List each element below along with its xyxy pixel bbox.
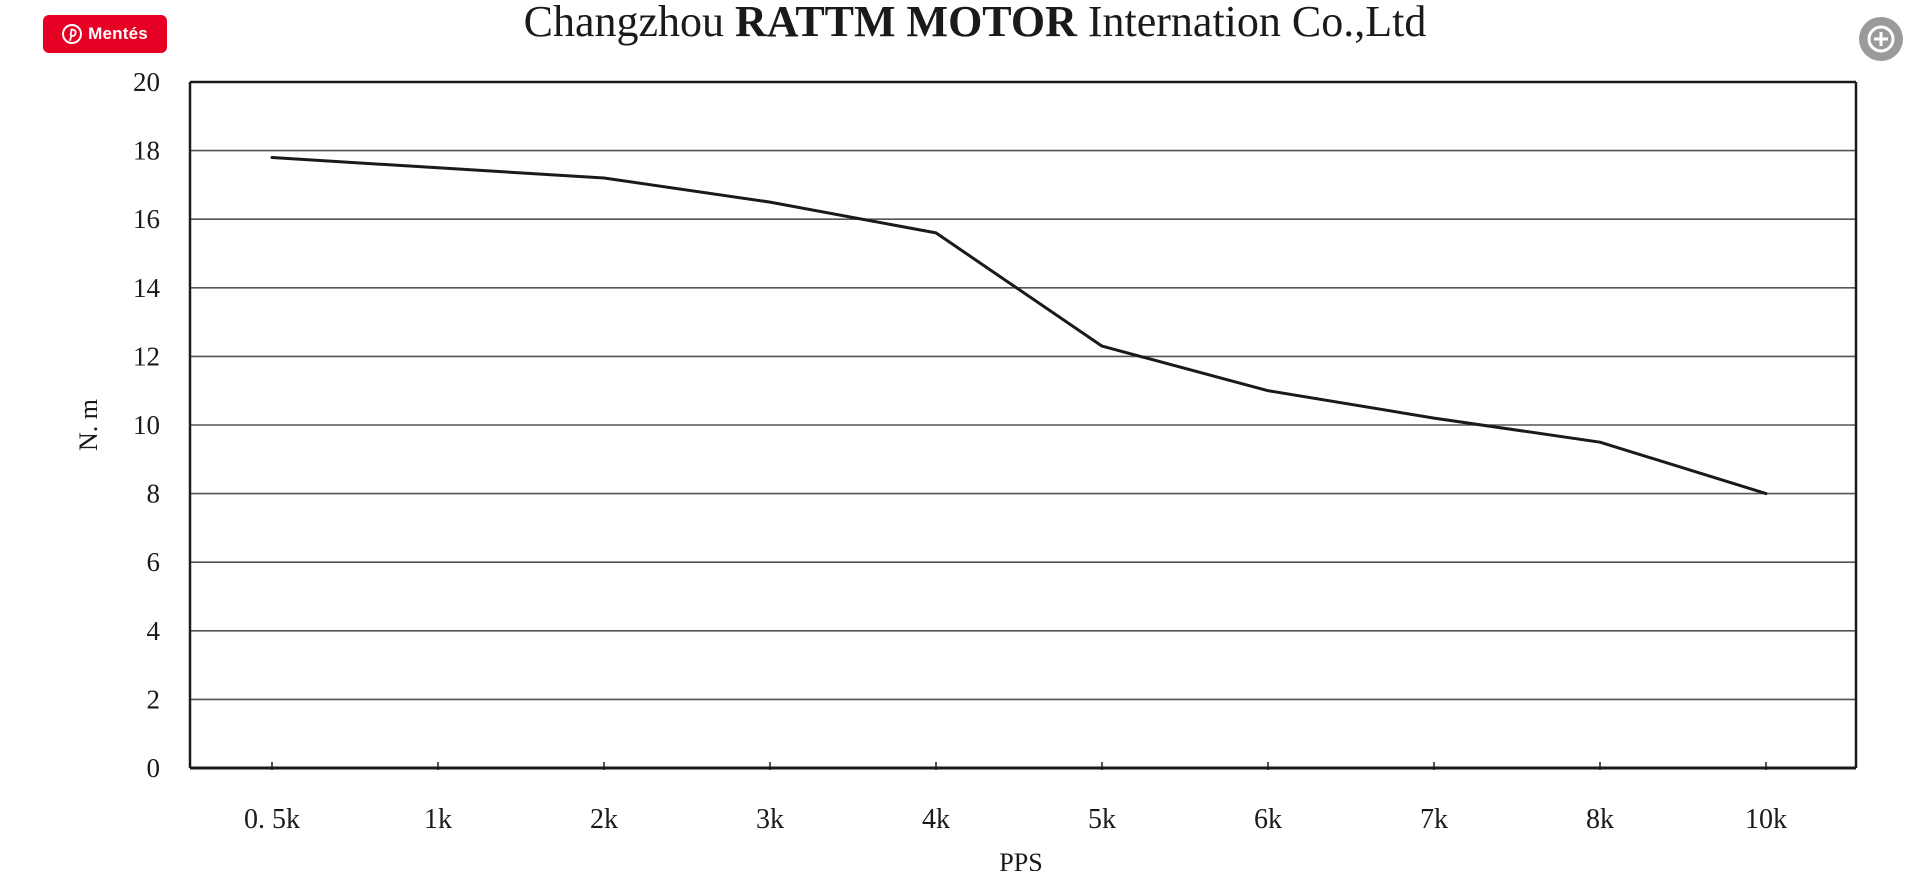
x-tick-label: 7k <box>1420 804 1448 835</box>
x-tick-label: 1k <box>424 804 452 835</box>
data-point <box>769 201 771 203</box>
x-tick-label: 2k <box>590 804 618 835</box>
series-line-0 <box>270 156 1768 496</box>
chart-title-prefix: Changzhou <box>523 0 736 46</box>
x-tick-label: 8k <box>1586 804 1614 835</box>
pinterest-icon <box>62 24 83 44</box>
x-tick-label: 5k <box>1088 804 1116 835</box>
data-point <box>935 232 937 234</box>
x-tick-label: 6k <box>1254 804 1282 835</box>
y-tick-label: 20 <box>133 67 160 97</box>
save-pin-button[interactable]: Mentés <box>43 15 167 53</box>
y-tick-label: 6 <box>147 547 161 577</box>
y-tick-label: 12 <box>133 341 160 371</box>
y-tick-label: 10 <box>133 410 160 440</box>
y-tick-label: 14 <box>133 273 161 303</box>
y-tick-label: 2 <box>147 684 161 714</box>
data-point <box>1267 389 1269 392</box>
y-tick-label: 8 <box>147 479 161 509</box>
data-point <box>1765 492 1767 495</box>
data-point <box>271 156 273 159</box>
x-tick-label: 10k <box>1745 804 1787 835</box>
x-axis-label: PPS <box>999 848 1042 871</box>
chart-title-suffix: Internation Co.,Ltd <box>1076 0 1427 46</box>
x-tick-label: 0. 5k <box>244 804 300 835</box>
y-tick-label: 18 <box>133 136 160 166</box>
data-point <box>603 177 605 179</box>
y-axis-label: N. m <box>74 399 103 451</box>
chart-title-brand: RATTM MOTOR <box>735 0 1077 46</box>
chart-title: Changzhou RATTM MOTOR Internation Co.,Lt… <box>0 0 1920 44</box>
save-pin-label: Mentés <box>88 24 148 43</box>
data-point <box>1433 417 1435 419</box>
data-point <box>437 166 439 169</box>
x-tick-label: 3k <box>756 804 784 835</box>
data-point <box>1101 345 1103 347</box>
y-tick-label: 0 <box>147 753 161 783</box>
y-tick-label: 16 <box>133 204 160 234</box>
x-tick-label: 4k <box>922 804 950 835</box>
zoom-button[interactable] <box>1856 14 1906 64</box>
y-tick-label: 4 <box>147 616 161 646</box>
data-point <box>1599 441 1601 443</box>
